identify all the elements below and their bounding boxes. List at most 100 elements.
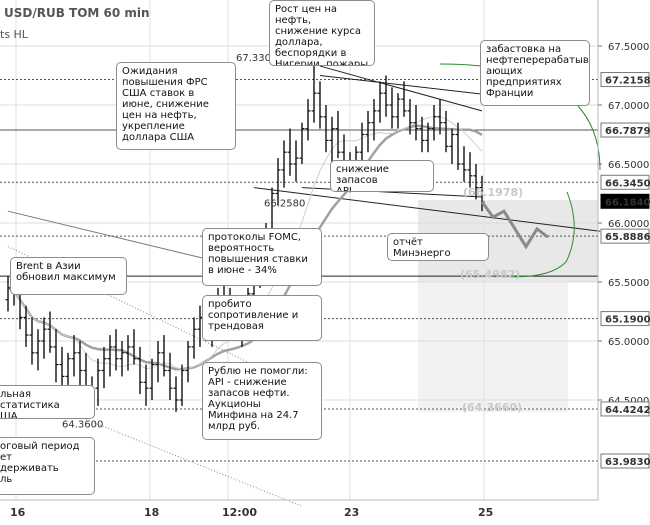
ohlc-bar (419, 116, 425, 153)
level-label: 67.2158 (605, 76, 650, 87)
price-label-high: 67.3300 (236, 53, 277, 64)
ohlc-bar (311, 66, 317, 123)
projection-zone-shade-lower (418, 282, 568, 412)
ohlc-bar (167, 352, 173, 400)
ohlc-bar (467, 152, 473, 188)
level-label-box (600, 311, 650, 327)
ohlc-bar (287, 128, 293, 176)
ohlc-bar (23, 305, 29, 347)
ohlc-bar (173, 376, 179, 412)
level-label: 65.1900 (605, 315, 650, 326)
level-label: 66.3450 (605, 178, 650, 189)
price-axis-label: 66.0000 (608, 219, 649, 230)
ohlc-bar (95, 358, 101, 406)
ohlc-bar (47, 311, 53, 353)
ohlc-bar (395, 93, 401, 129)
ohlc-bar (455, 122, 461, 170)
ohlc-bar (407, 99, 413, 135)
level-label: 64.4242 (605, 405, 650, 416)
ohlc-bar (275, 158, 281, 206)
ohlc-bar (125, 335, 131, 371)
level-label-box (600, 401, 650, 417)
time-axis: 16 18 12:00 23 25 (10, 506, 493, 519)
level-label-box (600, 193, 650, 209)
ohlc-bar (389, 87, 395, 129)
ohlc-bar (155, 341, 161, 383)
level-label-box (600, 228, 650, 244)
price-axis-label: 65.5000 (608, 278, 649, 289)
ohlc-bar (323, 105, 329, 153)
price-label-swing-low: 66.2580 (264, 199, 305, 210)
ohlc-bar (377, 81, 383, 123)
ohlc-bar (131, 329, 137, 365)
ohlc-bar (185, 341, 191, 383)
ohlc-bar (107, 335, 113, 377)
projection-path (480, 200, 549, 250)
ohlc-bar (461, 146, 467, 182)
projection-label-2: (65.4982) (460, 268, 520, 281)
trendline (319, 65, 483, 112)
projection-label-1: (66.1978) (463, 186, 523, 199)
time-axis-label: 23 (344, 506, 359, 519)
ohlc-bar (191, 317, 197, 359)
ohlc-bar (143, 364, 149, 406)
ohlc-bar (161, 335, 167, 377)
price-axis-label: 66.5000 (608, 160, 649, 171)
ohlc-bar (71, 335, 77, 377)
level-label-box (600, 453, 650, 469)
ohlc-bar (413, 105, 419, 141)
level-label-box (600, 72, 650, 88)
ohlc-bar (53, 329, 59, 383)
level-label-box (600, 174, 650, 190)
moving-average-line (7, 124, 483, 371)
time-axis-label: 18 (144, 506, 159, 519)
trendline-channel-upper (319, 75, 506, 98)
chart-title: USD/RUB TOM 60 min (4, 6, 150, 20)
ohlc-bar (119, 341, 125, 377)
ohlc-bar (437, 99, 443, 135)
level-label: 66.7879 (605, 126, 650, 137)
ohlc-bar (299, 122, 305, 164)
callout-ruble: Рублю не помогли: API - снижение запасов… (202, 362, 322, 440)
callout-brent: Brent в Азии обновил максимум (10, 257, 127, 295)
ohlc-bar (29, 317, 35, 365)
time-axis-label: 16 (10, 506, 26, 519)
ohlc-bar (431, 105, 437, 141)
time-axis-label: 12:00 (222, 506, 257, 519)
ohlc-bar (401, 81, 407, 117)
callout-us-stats: льная статистика ША (0, 385, 95, 419)
ohlc-bar (317, 81, 323, 129)
time-axis-label: 25 (478, 506, 493, 519)
ohlc-bar (329, 116, 335, 164)
level-label: 65.8886 (605, 232, 650, 243)
callout-fomc: протоколы FOMC, вероятность повышения ст… (202, 228, 322, 286)
callout-fed: Ожидания повышения ФРС США ставок в июне… (116, 62, 236, 150)
ohlc-bar (365, 110, 371, 153)
ohlc-bar (149, 358, 155, 400)
ohlc-bar (443, 110, 449, 153)
callout-api-drop: снижение запасов API (330, 160, 434, 192)
trendline-channel-lower (253, 187, 601, 232)
ohlc-bar (179, 364, 185, 406)
ohlc-bar (383, 75, 389, 117)
price-axis-label: 67.5000 (608, 42, 649, 53)
ohlc-bar (281, 140, 287, 188)
callout-breakout: пробито сопротивление и трендовая (202, 295, 322, 341)
price-axis-label: 67.0000 (608, 101, 649, 112)
ohlc-bar (335, 110, 341, 159)
target-arc-lower (499, 191, 575, 278)
ohlc-bar (473, 164, 479, 200)
callout-minenergo: отчёт Минэнерго (387, 233, 489, 261)
ohlc-bar (113, 329, 119, 371)
projection-label-3: (64.3660) (462, 401, 522, 414)
level-labels: 67.2158 66.7879 66.3450 66.1840 65.8886 65.19… (600, 72, 650, 469)
ohlc-bar (137, 346, 143, 395)
ohlc-bar (101, 346, 107, 389)
ohlc-bar (293, 140, 299, 182)
ohlc-bar (35, 329, 41, 371)
level-label: 63.9830 (605, 457, 650, 468)
ohlc-bar (449, 128, 455, 164)
ohlc-bar (359, 122, 365, 164)
level-label-box (600, 122, 650, 138)
